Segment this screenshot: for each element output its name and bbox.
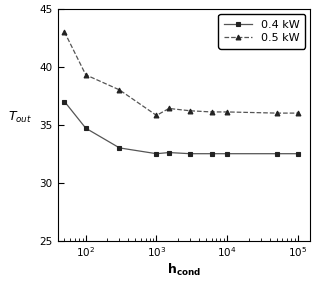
0.5 kW	[210, 110, 213, 114]
Line: 0.5 kW: 0.5 kW	[62, 30, 300, 118]
X-axis label: $\mathbf{h}_{\mathbf{cond}}$: $\mathbf{h}_{\mathbf{cond}}$	[167, 262, 201, 278]
Legend: 0.4 kW, 0.5 kW: 0.4 kW, 0.5 kW	[218, 14, 305, 49]
0.4 kW	[210, 152, 213, 155]
0.4 kW	[62, 100, 66, 103]
0.5 kW	[225, 110, 229, 114]
0.5 kW	[188, 109, 192, 113]
0.4 kW	[275, 152, 279, 155]
0.5 kW	[275, 111, 279, 115]
0.4 kW	[155, 152, 158, 155]
0.5 kW	[155, 114, 158, 117]
0.4 kW	[117, 146, 121, 150]
0.4 kW	[167, 151, 171, 154]
0.4 kW	[296, 152, 300, 155]
0.4 kW	[84, 126, 88, 130]
0.5 kW	[84, 73, 88, 77]
0.5 kW	[62, 30, 66, 34]
Line: 0.4 kW: 0.4 kW	[62, 99, 300, 156]
0.4 kW	[188, 152, 192, 155]
0.5 kW	[296, 111, 300, 115]
0.4 kW	[225, 152, 229, 155]
0.5 kW	[167, 107, 171, 110]
0.5 kW	[117, 88, 121, 92]
Y-axis label: $T_{out}$: $T_{out}$	[8, 110, 32, 125]
